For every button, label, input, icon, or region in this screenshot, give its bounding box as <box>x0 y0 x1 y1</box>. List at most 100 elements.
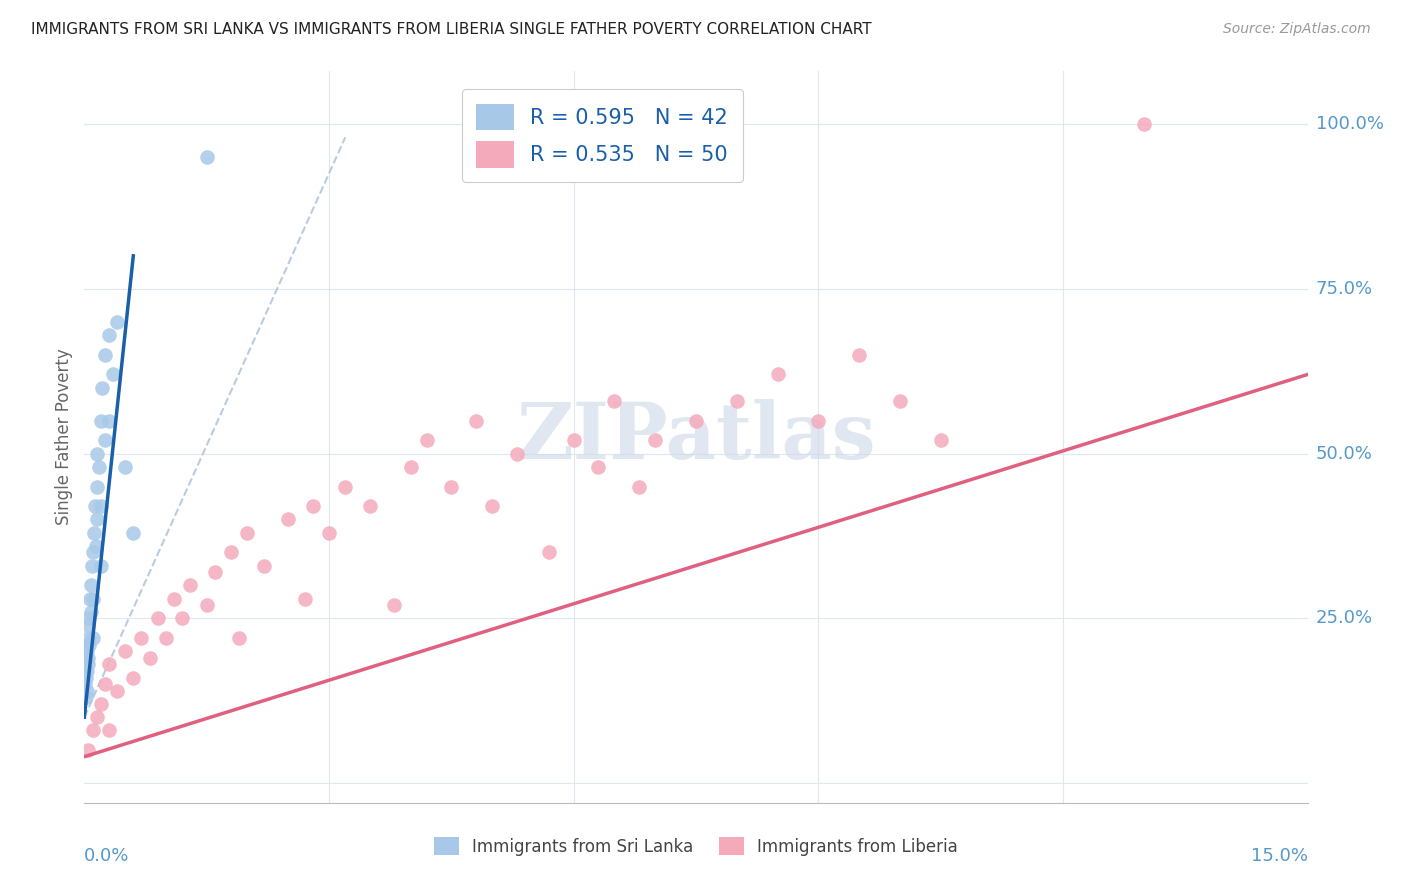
Text: Source: ZipAtlas.com: Source: ZipAtlas.com <box>1223 22 1371 37</box>
Point <box>90 558 112 573</box>
Point <box>318 525 340 540</box>
Point <box>77 650 100 665</box>
Point <box>1133 117 1156 131</box>
Point <box>179 578 201 592</box>
Point <box>82 723 104 738</box>
Point <box>84 539 107 553</box>
Point <box>75 690 97 705</box>
Point <box>382 598 405 612</box>
Text: 0.0%: 0.0% <box>84 847 129 864</box>
Point <box>138 650 160 665</box>
Point <box>131 631 153 645</box>
Point <box>93 434 115 448</box>
Text: 75.0%: 75.0% <box>1316 280 1374 298</box>
Point <box>93 677 115 691</box>
Point <box>538 545 561 559</box>
Point <box>79 591 101 606</box>
Point <box>86 446 108 460</box>
Text: 25.0%: 25.0% <box>1316 609 1374 627</box>
Point <box>219 545 242 559</box>
Point <box>76 657 98 672</box>
Point <box>294 591 316 606</box>
Point <box>114 644 136 658</box>
Point <box>76 631 98 645</box>
Point <box>172 611 194 625</box>
Point <box>75 671 97 685</box>
Point <box>82 631 104 645</box>
Point <box>73 664 96 678</box>
Point <box>122 671 145 685</box>
Point <box>562 434 585 448</box>
Point <box>505 446 527 460</box>
Point <box>90 500 112 514</box>
Point <box>481 500 503 514</box>
Point <box>603 393 626 408</box>
Text: ZIPatlas: ZIPatlas <box>516 399 876 475</box>
Point <box>889 393 911 408</box>
Text: 50.0%: 50.0% <box>1316 444 1372 463</box>
Point <box>105 683 128 698</box>
Point <box>80 558 103 573</box>
Point <box>766 368 789 382</box>
Point <box>84 500 107 514</box>
Point <box>416 434 439 448</box>
Point <box>93 348 115 362</box>
Point <box>359 500 381 514</box>
Point <box>163 591 186 606</box>
Text: 15.0%: 15.0% <box>1250 847 1308 864</box>
Point <box>146 611 169 625</box>
Point <box>807 414 830 428</box>
Y-axis label: Single Father Poverty: Single Father Poverty <box>55 349 73 525</box>
Point <box>82 591 104 606</box>
Point <box>204 565 226 579</box>
Point <box>76 664 98 678</box>
Point <box>75 638 97 652</box>
Point <box>195 150 218 164</box>
Point <box>644 434 666 448</box>
Text: IMMIGRANTS FROM SRI LANKA VS IMMIGRANTS FROM LIBERIA SINGLE FATHER POVERTY CORRE: IMMIGRANTS FROM SRI LANKA VS IMMIGRANTS … <box>31 22 872 37</box>
Point <box>83 525 105 540</box>
Point <box>105 315 128 329</box>
Point <box>77 638 100 652</box>
Point <box>97 657 120 672</box>
Point <box>76 683 98 698</box>
Point <box>97 414 120 428</box>
Point <box>76 644 98 658</box>
Point <box>725 393 748 408</box>
Point <box>86 512 108 526</box>
Point <box>586 459 609 474</box>
Point <box>848 348 870 362</box>
Point <box>114 459 136 474</box>
Point <box>97 327 120 342</box>
Point <box>195 598 218 612</box>
Point <box>228 631 250 645</box>
Point <box>301 500 323 514</box>
Point <box>86 479 108 493</box>
Point <box>335 479 357 493</box>
Point <box>97 723 120 738</box>
Point <box>464 414 486 428</box>
Point <box>90 414 112 428</box>
Point <box>86 710 108 724</box>
Point <box>101 368 124 382</box>
Point <box>77 743 100 757</box>
Point <box>87 459 110 474</box>
Point <box>77 611 100 625</box>
Point <box>91 381 114 395</box>
Point <box>236 525 259 540</box>
Point <box>929 434 952 448</box>
Text: 100.0%: 100.0% <box>1316 115 1384 133</box>
Point <box>82 545 104 559</box>
Point <box>122 525 145 540</box>
Point <box>80 578 103 592</box>
Legend: Immigrants from Sri Lanka, Immigrants from Liberia: Immigrants from Sri Lanka, Immigrants fr… <box>426 829 966 864</box>
Point <box>399 459 422 474</box>
Point <box>90 697 112 711</box>
Point <box>627 479 650 493</box>
Point <box>253 558 276 573</box>
Point <box>685 414 707 428</box>
Point <box>75 677 97 691</box>
Point <box>75 650 97 665</box>
Point <box>80 605 103 619</box>
Point <box>440 479 463 493</box>
